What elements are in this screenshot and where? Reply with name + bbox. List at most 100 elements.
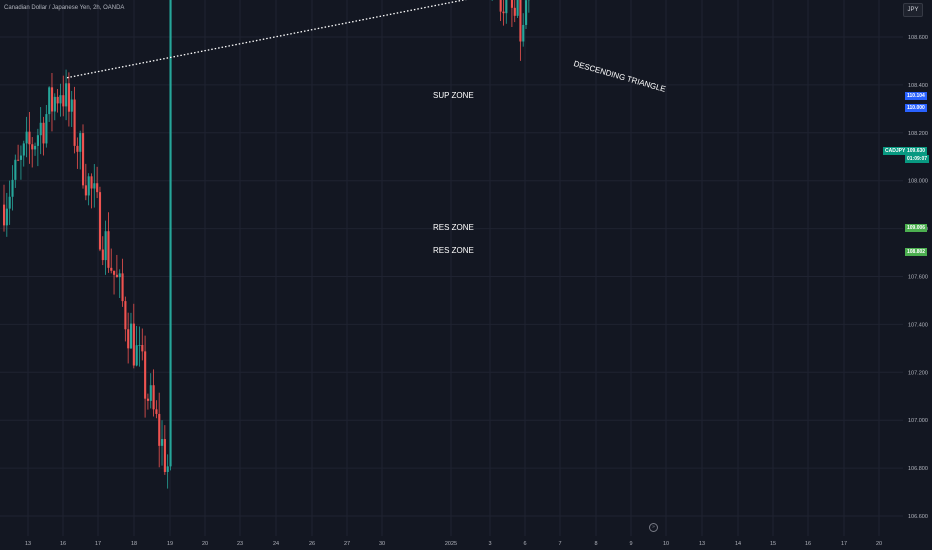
candle-body [84, 185, 87, 196]
x-tick-label: 27 [344, 541, 350, 547]
sup-lower-price-tag: 110.000 [905, 104, 927, 112]
candle-body [502, 11, 505, 14]
x-tick-label: 3 [488, 541, 491, 547]
candle-body [96, 183, 99, 193]
y-tick-label: 108.200 [908, 131, 928, 137]
candle-body [155, 409, 158, 414]
candle-body [158, 413, 161, 446]
candle-body [104, 231, 107, 261]
candle-body [163, 439, 166, 472]
x-tick-label: 24 [273, 541, 279, 547]
y-tick-label: 107.000 [908, 418, 928, 424]
candle-body [146, 398, 150, 401]
candle-body [149, 385, 152, 401]
y-tick-label: 108.400 [908, 83, 928, 89]
y-tick-label: 107.600 [908, 275, 928, 281]
x-tick-label: 10 [663, 541, 669, 547]
candle-body [31, 144, 34, 150]
x-tick-label: 18 [131, 541, 137, 547]
candle-body [98, 192, 102, 250]
sup-zone-label: SUP ZONE [433, 91, 474, 100]
candle-body [11, 179, 14, 197]
x-tick-label: 13 [25, 541, 31, 547]
candle-body [17, 159, 20, 161]
candle-body [53, 96, 56, 112]
candle-body [82, 133, 85, 186]
candle-body [22, 143, 25, 156]
candle-body [50, 87, 54, 112]
candle-body [525, 0, 528, 25]
x-tick-label: 26 [309, 541, 315, 547]
x-tick-label: 16 [805, 541, 811, 547]
candle-body [152, 385, 155, 410]
x-tick-label: 14 [735, 541, 741, 547]
candle-body [5, 208, 8, 226]
candle-body [14, 159, 17, 180]
candle-body [107, 231, 110, 268]
x-tick-label: 17 [95, 541, 101, 547]
candle-body [8, 196, 11, 209]
x-tick-label: 15 [770, 541, 776, 547]
x-tick-label: 19 [167, 541, 173, 547]
x-tick-label: 30 [379, 541, 385, 547]
candle-body [25, 131, 28, 144]
candle-body [169, 0, 172, 467]
y-tick-label: 107.400 [908, 322, 928, 328]
x-tick-label: 20 [202, 541, 208, 547]
currency-button[interactable]: JPY [903, 3, 923, 17]
candle-body [138, 345, 141, 346]
sup-upper-price-tag: 110.104 [905, 92, 927, 100]
candle-body [34, 145, 37, 150]
candle-body [67, 83, 71, 112]
x-tick-label: 7 [558, 541, 561, 547]
y-tick-label: 108.600 [908, 35, 928, 41]
candle-body [79, 133, 82, 152]
candle-body [93, 183, 96, 189]
candle-body [39, 122, 42, 136]
res-zone-label-2: RES ZONE [433, 246, 474, 255]
candle-body [141, 345, 144, 352]
y-tick-label: 107.200 [908, 370, 928, 376]
countdown-tag: 01:09:07 [905, 155, 930, 163]
candle-body [36, 135, 39, 146]
res-upper-price-tag: 109.006 [905, 224, 928, 232]
candle-body [522, 24, 525, 42]
candle-body [124, 301, 127, 330]
last-symbol-tag: CADJPY [883, 147, 908, 155]
candle-body [76, 145, 79, 152]
candle-body [70, 99, 73, 112]
candle-body [62, 95, 65, 107]
x-tick-label: 2025 [445, 541, 457, 547]
candle-body [87, 176, 90, 196]
candle-body [48, 87, 51, 115]
candle-body [118, 273, 121, 278]
candle-body [499, 0, 502, 12]
candle-body [19, 155, 23, 160]
x-tick-label: 23 [237, 541, 243, 547]
res-zone-label-1: RES ZONE [433, 223, 474, 232]
candle-body [90, 176, 93, 189]
trendline-0 [66, 0, 467, 79]
candle-body [110, 267, 113, 271]
candle-body [129, 323, 133, 349]
y-tick-label: 106.600 [908, 514, 928, 520]
chart-title: Canadian Dollar / Japanese Yen, 2h, OAND… [4, 5, 125, 11]
x-tick-label: 20 [876, 541, 882, 547]
candle-body [56, 96, 59, 104]
candle-body [73, 99, 76, 146]
x-tick-label: 17 [841, 541, 847, 547]
candle-body [28, 131, 31, 145]
y-tick-label: 108.000 [908, 179, 928, 185]
candles [3, 0, 530, 489]
candle-body [161, 439, 164, 446]
candle-body [3, 204, 6, 226]
last-price-tag: 109.630 [905, 147, 928, 155]
candle-body [115, 274, 118, 278]
x-tick-label: 6 [523, 541, 526, 547]
candle-body [505, 0, 508, 14]
candle-body [101, 249, 104, 261]
candle-body [65, 83, 68, 107]
goto-realtime-icon[interactable]: » [649, 523, 658, 532]
candle-body [113, 270, 116, 275]
